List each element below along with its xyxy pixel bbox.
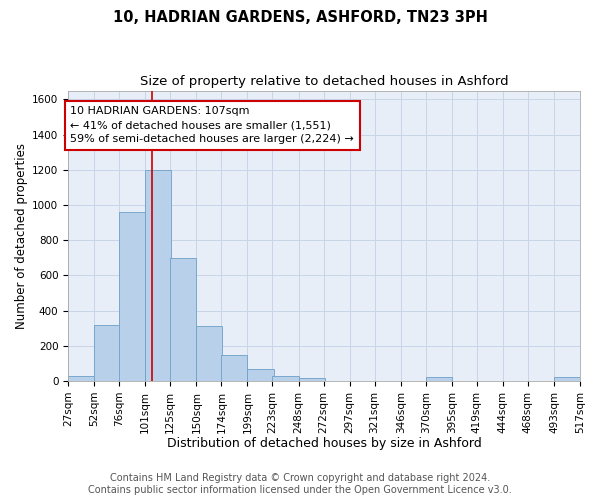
Bar: [170, 258, 196, 381]
Text: 10 HADRIAN GARDENS: 107sqm
← 41% of detached houses are smaller (1,551)
59% of s: 10 HADRIAN GARDENS: 107sqm ← 41% of deta…: [70, 106, 354, 144]
Bar: [68, 376, 94, 381]
Text: 10, HADRIAN GARDENS, ASHFORD, TN23 3PH: 10, HADRIAN GARDENS, ASHFORD, TN23 3PH: [113, 10, 487, 25]
Bar: [554, 378, 580, 381]
Title: Size of property relative to detached houses in Ashford: Size of property relative to detached ho…: [140, 75, 508, 88]
Bar: [196, 326, 223, 381]
X-axis label: Distribution of detached houses by size in Ashford: Distribution of detached houses by size …: [167, 437, 481, 450]
Bar: [119, 212, 145, 381]
Bar: [272, 376, 299, 381]
Bar: [299, 378, 325, 381]
Bar: [426, 378, 452, 381]
Text: Contains HM Land Registry data © Crown copyright and database right 2024.
Contai: Contains HM Land Registry data © Crown c…: [88, 474, 512, 495]
Bar: [221, 354, 247, 381]
Bar: [247, 368, 274, 381]
Y-axis label: Number of detached properties: Number of detached properties: [15, 143, 28, 329]
Bar: [94, 324, 120, 381]
Bar: [145, 170, 172, 381]
